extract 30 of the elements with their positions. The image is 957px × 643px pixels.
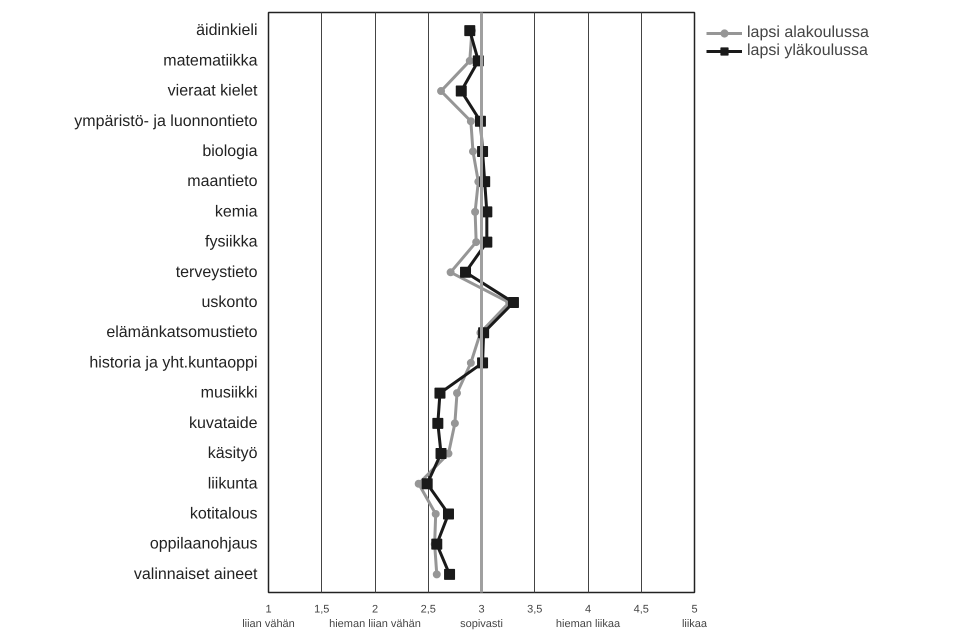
x-tick-label: 4,5 bbox=[634, 604, 649, 616]
x-tick-label: 2 hieman liian vähän bbox=[329, 604, 421, 630]
x-tick-label: 1,5 bbox=[314, 604, 330, 616]
x-tick-label: 2,5 bbox=[420, 604, 436, 616]
y-tick-label: oppilaanohjaus bbox=[150, 536, 258, 553]
y-tick-label: fysiikka bbox=[205, 234, 258, 251]
x-tick-label: 1 liian vähän bbox=[242, 604, 295, 630]
y-tick-label: kemia bbox=[214, 203, 258, 220]
y-tick-label: äidinkieli bbox=[196, 22, 258, 40]
legend-label: lapsi yläkoulussa bbox=[747, 42, 868, 60]
y-tick-label: musiikki bbox=[200, 384, 258, 402]
y-tick-label: valinnaiset aineet bbox=[134, 566, 258, 583]
y-tick-label: ympäristö- ja luonnontieto bbox=[74, 112, 258, 130]
y-tick-label: vieraat kielet bbox=[168, 82, 258, 100]
y-tick-label: kotitalous bbox=[190, 505, 258, 522]
y-tick-label: liikunta bbox=[208, 475, 258, 492]
y-tick-label: terveystieto bbox=[176, 264, 258, 281]
y-tick-label: elämänkatsomustieto bbox=[106, 324, 258, 342]
y-tick-label: historia ja yht.kuntaoppi bbox=[89, 354, 258, 372]
x-tick-label: 3,5 bbox=[527, 604, 542, 616]
legend-label: lapsi alakoulussa bbox=[747, 24, 869, 42]
x-tick-label: 3 sopivasti bbox=[460, 604, 503, 630]
x-tick-label: 5 liikaa bbox=[682, 604, 708, 630]
y-tick-label: biologia bbox=[202, 142, 258, 160]
x-tick-label: 4 hieman liikaa bbox=[556, 604, 621, 630]
y-tick-label: käsityö bbox=[208, 445, 258, 462]
y-tick-label: matematiikka bbox=[163, 52, 258, 70]
y-tick-label: maantieto bbox=[187, 173, 258, 190]
y-tick-label: kuvataide bbox=[189, 414, 258, 432]
y-tick-label: uskonto bbox=[201, 294, 258, 311]
